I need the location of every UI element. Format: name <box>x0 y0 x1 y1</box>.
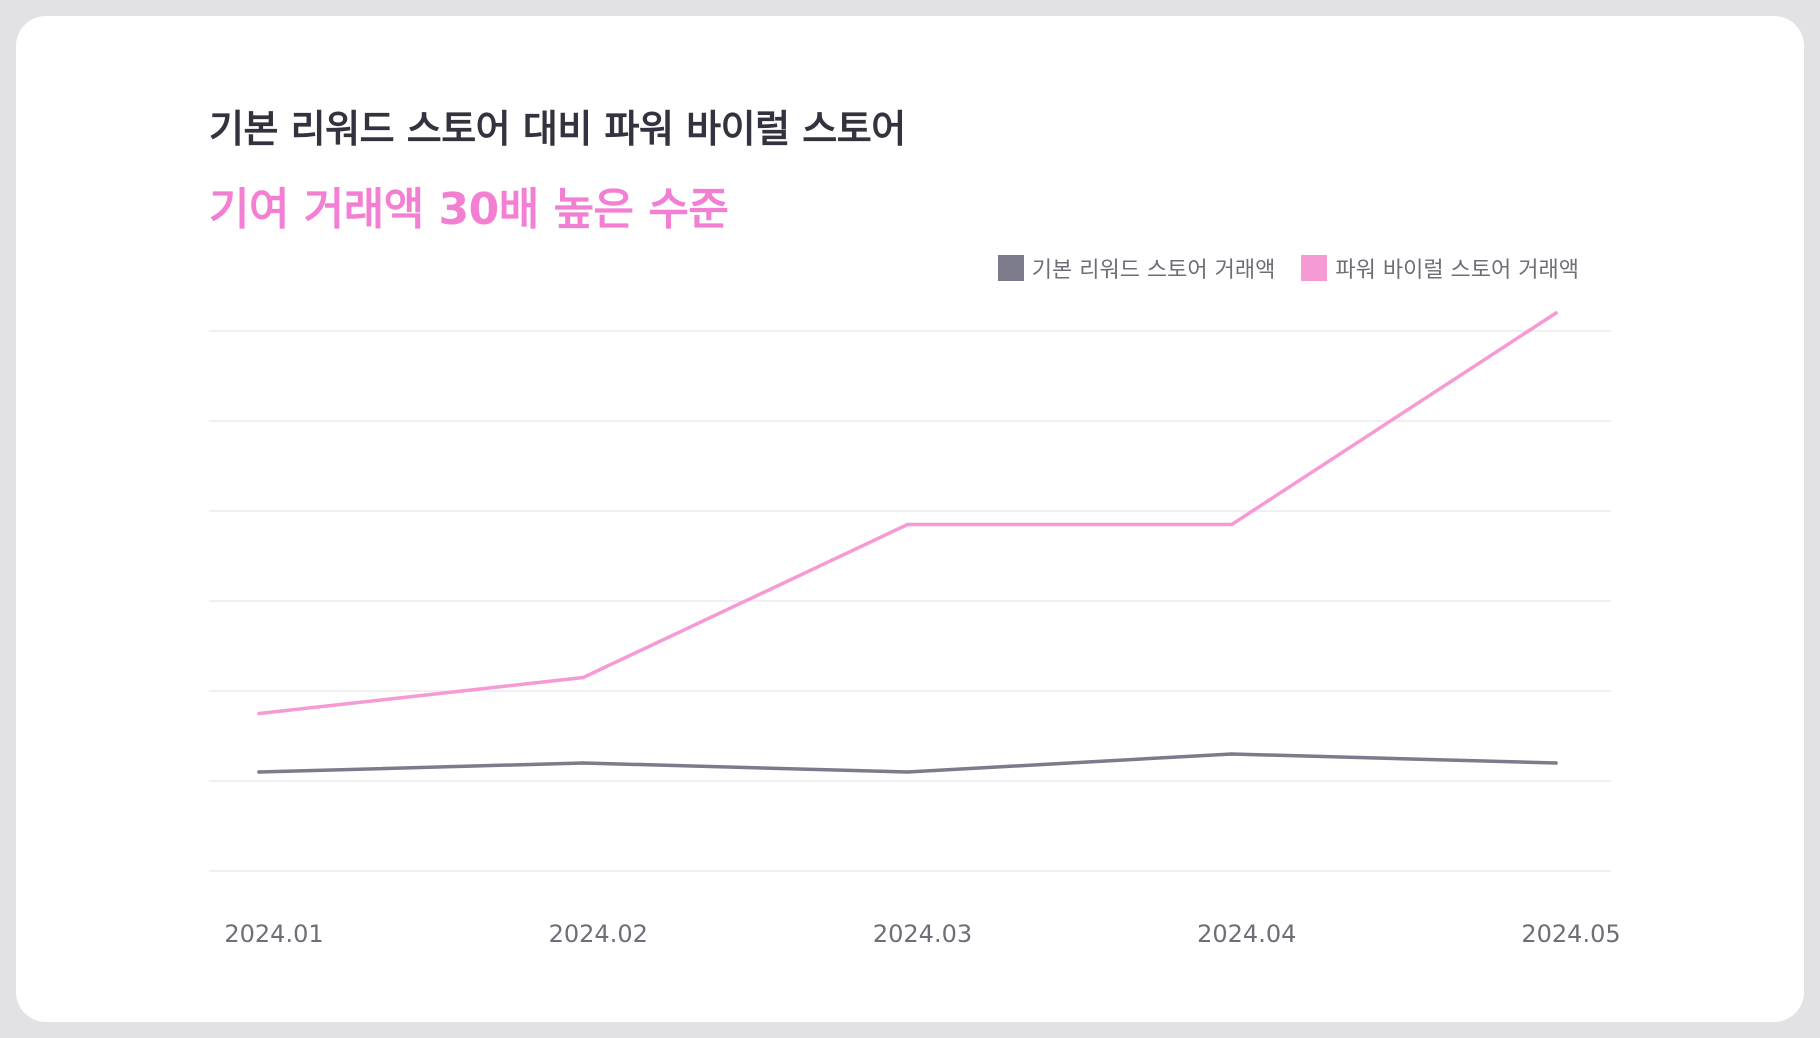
series-line-0 <box>257 752 1558 774</box>
chart-card: 기본 리워드 스토어 대비 파워 바이럴 스토어 기여 거래액 30배 높은 수… <box>16 16 1804 1022</box>
x-tick-label: 2024.02 <box>549 920 648 948</box>
data-point <box>1230 752 1234 756</box>
series-line-1 <box>257 311 1558 716</box>
legend-item-base: 기본 리워드 스토어 거래액 <box>997 252 1276 284</box>
x-tick-label: 2024.05 <box>1521 920 1620 948</box>
legend-swatch-power <box>1301 255 1328 281</box>
data-point <box>1554 311 1558 315</box>
legend: 기본 리워드 스토어 거래액 파워 바이럴 스토어 거래액 <box>997 252 1579 284</box>
legend-item-power: 파워 바이럴 스토어 거래액 <box>1301 252 1579 284</box>
x-tick-label: 2024.03 <box>873 920 972 948</box>
x-tick-label: 2024.01 <box>224 920 323 948</box>
x-tick-label: 2024.04 <box>1197 920 1296 948</box>
data-point <box>257 770 261 774</box>
data-point <box>581 675 585 680</box>
legend-label-base: 기본 리워드 스토어 거래액 <box>1031 258 1276 283</box>
chart-title: 기본 리워드 스토어 대비 파워 바이럴 스토어 <box>209 107 906 151</box>
data-point <box>1230 522 1234 527</box>
data-point <box>581 761 585 765</box>
data-point <box>1554 761 1558 765</box>
data-point <box>905 770 910 774</box>
data-point <box>905 522 910 527</box>
chart-subtitle: 기여 거래액 30배 높은 수준 <box>209 184 729 235</box>
legend-swatch-base <box>997 255 1024 281</box>
data-point <box>257 711 261 716</box>
legend-label-power: 파워 바이럴 스토어 거래액 <box>1335 258 1579 283</box>
